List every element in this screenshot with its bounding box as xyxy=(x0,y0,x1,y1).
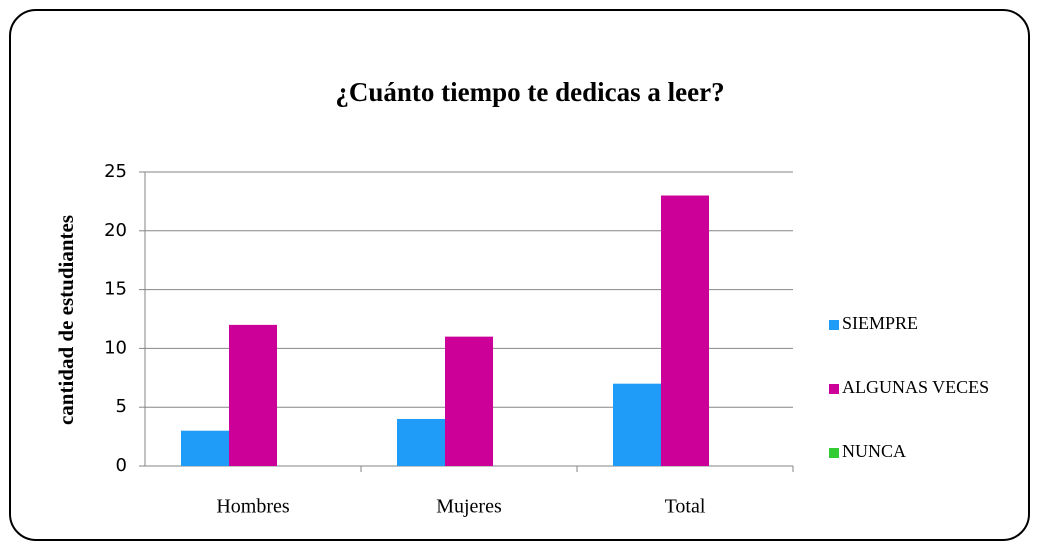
legend-swatch xyxy=(829,384,839,394)
bar xyxy=(397,418,445,466)
x-tick-label: Hombres xyxy=(216,496,290,518)
y-tick-label: 15 xyxy=(104,279,127,300)
bar xyxy=(181,430,229,466)
bar xyxy=(229,324,277,466)
bar xyxy=(613,383,661,466)
legend-swatch xyxy=(829,320,839,330)
legend-label: SIEMPRE xyxy=(842,313,918,333)
y-tick-label: 10 xyxy=(104,337,127,358)
legend-label: NUNCA xyxy=(842,441,906,461)
x-tick-label: Mujeres xyxy=(436,496,502,518)
bar xyxy=(445,336,493,466)
x-tick-label: Total xyxy=(665,496,706,518)
y-tick-label: 20 xyxy=(104,220,127,241)
legend-label: ALGUNAS VECES xyxy=(842,377,989,397)
legend-swatch xyxy=(829,448,839,458)
y-tick-label: 25 xyxy=(104,161,127,182)
y-tick-label: 0 xyxy=(116,455,127,476)
y-tick-label: 5 xyxy=(116,396,127,417)
bar xyxy=(661,195,709,466)
y-axis-label: cantidad de estudiantes xyxy=(54,215,78,425)
chart-title: ¿Cuánto tiempo te dedicas a leer? xyxy=(335,77,724,107)
